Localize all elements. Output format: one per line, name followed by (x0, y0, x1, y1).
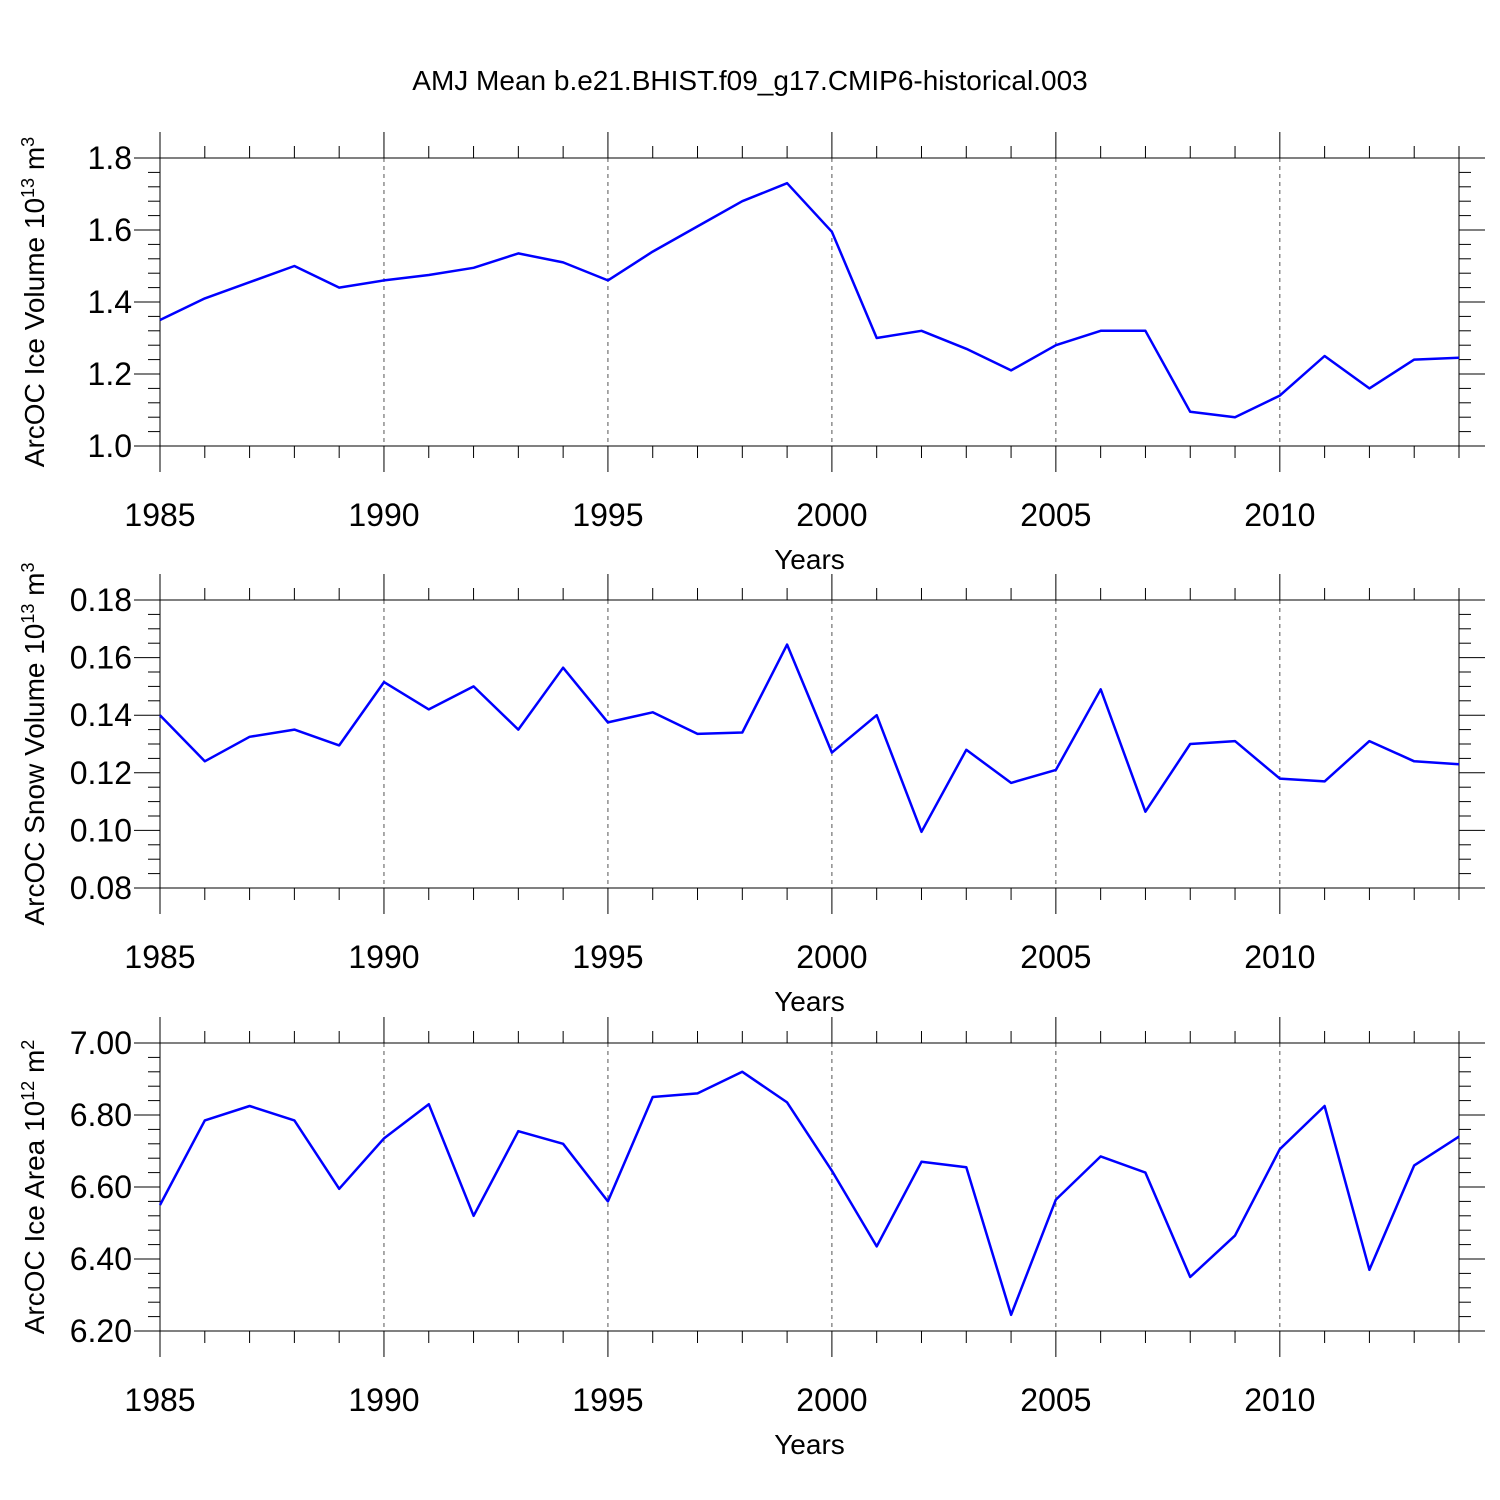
x-tick-label: 1985 (124, 497, 195, 533)
x-grid (383, 600, 1281, 888)
y-tick-label: 6.20 (70, 1313, 132, 1349)
x-tick-label: 1995 (572, 497, 643, 533)
y-axis-label: ArcOC Ice Area 1012 m2 (18, 1040, 50, 1335)
x-tick-label: 1985 (124, 939, 195, 975)
x-tick-label: 2000 (796, 939, 867, 975)
x-grid (383, 1043, 1281, 1331)
y-tick-label: 0.08 (70, 870, 132, 906)
x-tick-label: 1990 (348, 497, 419, 533)
x-axis-label: Years (774, 544, 845, 575)
x-tick-label: 1995 (572, 939, 643, 975)
x-tick-label: 2005 (1020, 939, 1091, 975)
y-tick-label: 0.10 (70, 812, 132, 848)
y-tick-label: 1.4 (88, 284, 132, 320)
plot-frame (159, 157, 1460, 447)
series-line (158, 1070, 1460, 1317)
panel-ice-volume: 1.0 1.2 1.4 1.6 1.8 1985 1990 1995 2000 2005 2010… (18, 132, 1485, 575)
x-tick-label: 1995 (572, 1382, 643, 1418)
x-tick-label: 2005 (1020, 1382, 1091, 1418)
x-tick-label: 2000 (796, 1382, 867, 1418)
x-tick-labels: 1985 1990 1995 2000 2005 2010 (124, 1382, 1315, 1418)
y-tick-label: 1.8 (88, 140, 132, 176)
y-axis-label: ArcOC Ice Volume 1013 m3 (18, 137, 50, 467)
y-tick-label: 1.0 (88, 428, 132, 464)
y-tick-label: 0.12 (70, 755, 132, 791)
y-axis-label: ArcOC Snow Volume 1013 m3 (18, 562, 50, 925)
y-tick-labels: 1.0 1.2 1.4 1.6 1.8 (88, 140, 132, 464)
x-tick-label: 2010 (1244, 497, 1315, 533)
x-tick-label: 1990 (348, 1382, 419, 1418)
y-tick-label: 6.40 (70, 1241, 132, 1277)
x-tick-labels: 1985 1990 1995 2000 2005 2010 (124, 497, 1315, 533)
y-tick-label: 7.00 (70, 1025, 132, 1061)
axis-ticks (134, 574, 1485, 914)
y-tick-label: 1.2 (88, 356, 132, 392)
x-tick-label: 2010 (1244, 939, 1315, 975)
x-grid (383, 158, 1281, 446)
x-tick-label: 2010 (1244, 1382, 1315, 1418)
y-tick-label: 6.60 (70, 1169, 132, 1205)
y-tick-label: 0.16 (70, 640, 132, 676)
series-line (159, 643, 1460, 834)
plot-frame (159, 599, 1460, 889)
axis-ticks (134, 1017, 1485, 1357)
x-axis-label: Years (774, 986, 845, 1017)
series-line (159, 181, 1460, 419)
x-tick-label: 2000 (796, 497, 867, 533)
x-tick-labels: 1985 1990 1995 2000 2005 2010 (124, 939, 1315, 975)
panel-ice-area: 6.20 6.40 6.60 6.80 7.00 1985 1990 1995 2000 200… (18, 1017, 1485, 1460)
y-tick-labels: 0.08 0.10 0.12 0.14 0.16 0.18 (70, 582, 132, 906)
y-tick-label: 0.18 (70, 582, 132, 618)
y-tick-label: 0.14 (70, 697, 132, 733)
y-tick-labels: 6.20 6.40 6.60 6.80 7.00 (70, 1025, 132, 1349)
chart-title: AMJ Mean b.e21.BHIST.f09_g17.CMIP6-histo… (412, 65, 1087, 96)
y-tick-label: 1.6 (88, 212, 132, 248)
x-tick-label: 1990 (348, 939, 419, 975)
x-tick-label: 1985 (124, 1382, 195, 1418)
plot-frame (159, 1042, 1460, 1332)
axis-ticks (134, 132, 1485, 472)
panel-snow-volume: 0.08 0.10 0.12 0.14 0.16 0.18 1985 1990 1995 200… (18, 562, 1485, 1017)
y-tick-label: 6.80 (70, 1097, 132, 1133)
x-tick-label: 2005 (1020, 497, 1091, 533)
x-axis-label: Years (774, 1429, 845, 1460)
